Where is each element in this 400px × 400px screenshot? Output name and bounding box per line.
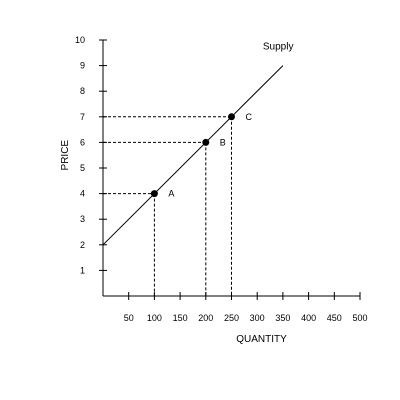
x-ticks: 50 100 150 200 250 300 350 400 450 500 — [124, 292, 368, 323]
y-tick-label: 1 — [80, 265, 85, 275]
x-tick-label: 350 — [275, 313, 290, 323]
y-tick-label: 8 — [80, 86, 85, 96]
x-tick-label: 200 — [198, 313, 213, 323]
series-layer: Supply — [102, 42, 294, 246]
supply-label: Supply — [263, 42, 294, 53]
x-tick-label: 50 — [124, 313, 134, 323]
y-axis-label: PRICE — [60, 140, 71, 171]
x-tick-label: 250 — [224, 313, 239, 323]
point-label-c: C — [246, 112, 253, 122]
y-tick-label: 5 — [80, 163, 85, 173]
points-layer: A B C — [150, 112, 253, 199]
x-axis-label: QUANTITY — [236, 334, 287, 345]
x-tick-label: 400 — [301, 313, 316, 323]
supply-curve — [102, 65, 284, 246]
y-ticks: 1 2 3 4 5 6 7 8 9 10 — [75, 35, 107, 275]
y-tick-label: 7 — [80, 112, 85, 122]
x-tick-label: 450 — [327, 313, 342, 323]
point-a — [150, 190, 158, 198]
x-tick-label: 100 — [147, 313, 162, 323]
point-label-b: B — [220, 137, 226, 147]
x-tick-label: 500 — [352, 313, 367, 323]
y-tick-label: 4 — [80, 189, 85, 199]
point-label-a: A — [168, 189, 174, 199]
guide-lines — [103, 116, 232, 296]
point-c — [228, 113, 235, 121]
y-tick-label: 6 — [80, 137, 85, 147]
y-tick-label: 3 — [80, 214, 85, 224]
y-tick-label: 2 — [80, 240, 85, 250]
x-tick-label: 300 — [250, 313, 265, 323]
y-tick-label: 10 — [75, 35, 85, 45]
y-tick-label: 9 — [80, 61, 85, 71]
x-tick-label: 150 — [173, 313, 188, 323]
point-b — [202, 138, 210, 146]
